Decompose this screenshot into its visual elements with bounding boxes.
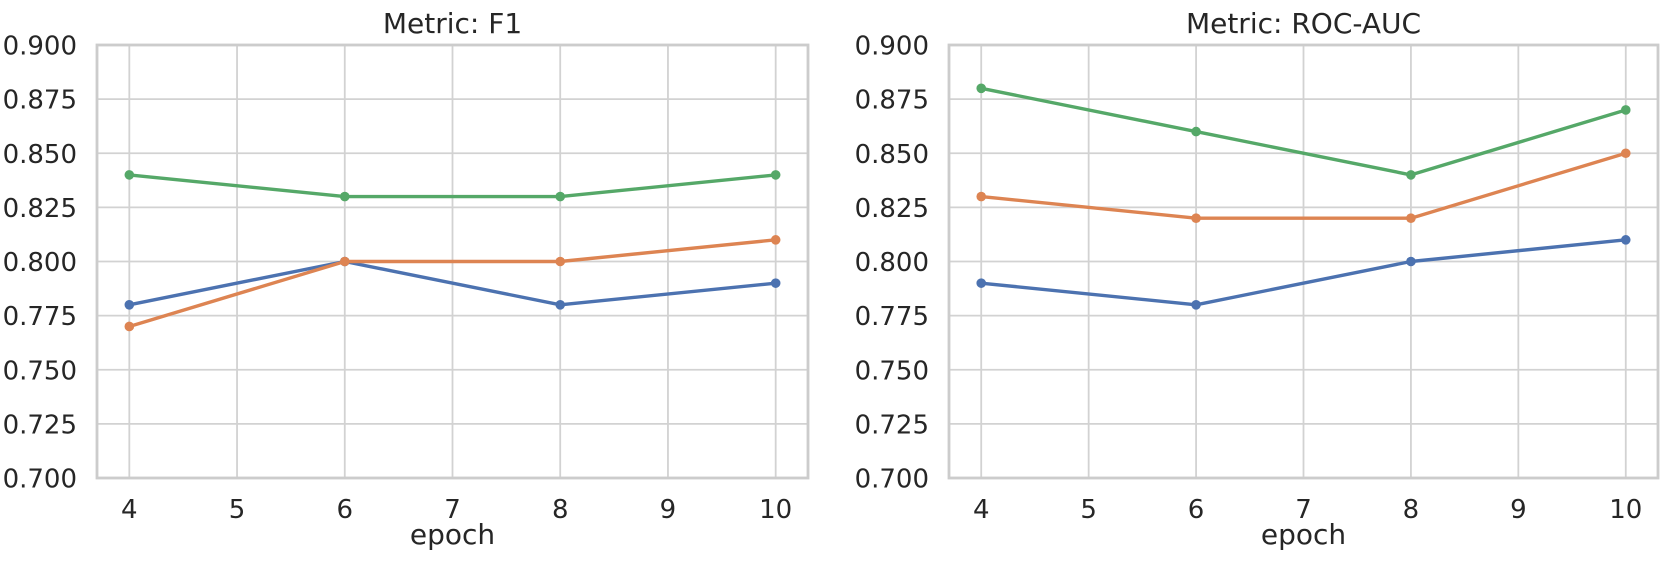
y-tick-label: 0.900 <box>3 32 77 62</box>
x-tick-label: 5 <box>229 495 246 525</box>
series-blue-marker <box>1406 256 1416 267</box>
y-tick-label: 0.800 <box>3 248 77 278</box>
series-green-marker <box>1406 170 1416 180</box>
series-blue-marker <box>1620 235 1631 245</box>
y-tick-label: 0.825 <box>3 194 77 224</box>
x-tick-label: 4 <box>973 495 990 525</box>
y-tick-label: 0.875 <box>855 86 929 116</box>
series-orange-marker <box>1406 213 1416 223</box>
y-tick-label: 0.900 <box>855 32 929 62</box>
x-axis-label: epoch <box>1260 518 1347 551</box>
x-tick-label: 9 <box>1510 495 1527 525</box>
y-tick-label: 0.725 <box>855 410 929 440</box>
y-tick-label: 0.875 <box>3 86 77 116</box>
y-tick-label: 0.750 <box>3 356 77 386</box>
x-tick-label: 9 <box>660 495 677 525</box>
x-tick-label: 7 <box>444 495 461 525</box>
series-green-marker <box>1620 105 1631 115</box>
y-tick-label: 0.700 <box>855 465 929 495</box>
x-tick-label: 10 <box>759 495 792 525</box>
x-tick-label: 7 <box>1295 495 1312 525</box>
y-tick-label: 0.800 <box>855 248 929 278</box>
series-orange-marker <box>124 321 135 332</box>
y-tick-label: 0.725 <box>3 410 77 440</box>
series-blue-marker <box>555 300 566 310</box>
series-blue-line <box>979 238 1628 307</box>
y-tick-label: 0.850 <box>3 140 77 170</box>
roc-auc-plot-area: 0.700 0.725 0.750 0.775 0.800 0.825 0.850 0.875… <box>855 32 1660 525</box>
series-green-marker <box>770 170 781 180</box>
series-orange-line <box>127 238 778 329</box>
series-green-marker <box>124 170 135 180</box>
series-orange-line <box>979 151 1628 220</box>
chart-title: Metric: F1 <box>382 7 523 40</box>
series-orange-marker <box>1620 148 1631 159</box>
x-tick-label: 5 <box>1080 495 1097 525</box>
series-green-marker <box>339 191 350 202</box>
series-orange-marker <box>1191 213 1201 223</box>
series-blue-marker <box>1191 300 1201 310</box>
x-tick-label: 4 <box>121 495 138 525</box>
axes-border <box>947 43 1660 480</box>
y-tick-label: 0.700 <box>3 465 77 495</box>
series-orange-marker <box>976 191 987 202</box>
series-green-marker <box>555 191 566 202</box>
series-green-marker <box>976 83 987 94</box>
series-blue-marker <box>770 278 781 288</box>
series-orange-marker <box>555 256 566 267</box>
series-orange-marker <box>339 256 350 267</box>
f1-plot-area: 0.700 0.725 0.750 0.775 0.800 0.825 0.850 0.875… <box>3 32 810 525</box>
x-axis-label: epoch <box>409 518 496 551</box>
chart-f1: Metric: F1 0.700 0.725 0.750 0.775 0.800 0.82… <box>3 7 810 551</box>
series-blue-line <box>127 259 778 307</box>
series-blue-marker <box>976 278 987 288</box>
y-tick-label: 0.825 <box>855 194 929 224</box>
x-tick-label: 8 <box>1403 495 1420 525</box>
series-green-line <box>979 86 1628 177</box>
series-blue-marker <box>124 300 135 310</box>
x-tick-label: 6 <box>1188 495 1205 525</box>
x-tick-label: 8 <box>552 495 569 525</box>
series-green-line <box>127 173 778 199</box>
chart-roc-auc: Metric: ROC-AUC 0.700 0.725 0.750 0.775 0.80… <box>837 0 1673 565</box>
y-tick-label: 0.775 <box>3 302 77 332</box>
x-tick-label: 10 <box>1609 495 1642 525</box>
series-green-marker <box>1191 126 1201 137</box>
x-tick-label: 6 <box>336 495 353 525</box>
series-orange-marker <box>770 235 781 245</box>
y-tick-label: 0.750 <box>855 356 929 386</box>
axes-border <box>95 43 810 480</box>
chart-title: Metric: ROC-AUC <box>1185 7 1422 40</box>
y-tick-label: 0.850 <box>855 140 929 170</box>
y-tick-label: 0.775 <box>855 302 929 332</box>
